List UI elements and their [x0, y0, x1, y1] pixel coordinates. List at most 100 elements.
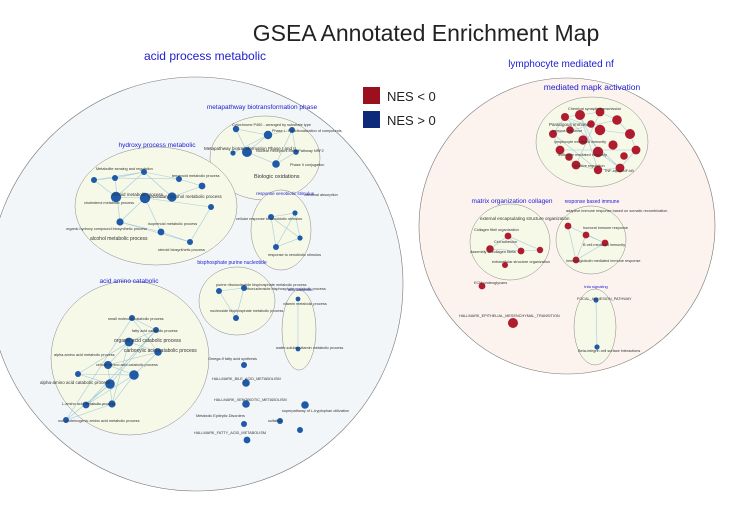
- node[interactable]: [561, 113, 569, 121]
- node[interactable]: [631, 145, 641, 155]
- node[interactable]: [63, 417, 69, 423]
- node[interactable]: [82, 401, 90, 409]
- node[interactable]: [575, 110, 585, 120]
- node[interactable]: [297, 235, 303, 241]
- node[interactable]: [289, 127, 295, 133]
- node[interactable]: [571, 160, 581, 170]
- node[interactable]: [504, 232, 512, 240]
- node[interactable]: [615, 163, 625, 173]
- node[interactable]: [241, 285, 247, 291]
- group-left-circle[interactable]: [0, 76, 404, 492]
- node[interactable]: [154, 348, 162, 356]
- cluster-catabolic-small-circle[interactable]: [281, 289, 317, 371]
- node[interactable]: [91, 177, 97, 183]
- node[interactable]: [110, 191, 122, 203]
- node[interactable]: [582, 231, 590, 239]
- cluster-tnfa-circle[interactable]: [573, 288, 617, 366]
- node[interactable]: [187, 239, 193, 245]
- node[interactable]: [273, 244, 279, 250]
- node[interactable]: [272, 160, 280, 168]
- node[interactable]: [478, 282, 486, 290]
- node[interactable]: [565, 153, 573, 161]
- node[interactable]: [208, 204, 214, 210]
- node[interactable]: [167, 192, 177, 202]
- node[interactable]: [153, 327, 159, 333]
- node[interactable]: [587, 120, 595, 128]
- node[interactable]: [594, 344, 600, 350]
- cluster-collagen-circle[interactable]: [469, 203, 551, 281]
- node[interactable]: [549, 130, 557, 138]
- node[interactable]: [536, 246, 544, 254]
- node[interactable]: [295, 346, 301, 352]
- node[interactable]: [242, 379, 250, 387]
- node[interactable]: [578, 135, 588, 145]
- node[interactable]: [198, 182, 206, 190]
- node[interactable]: [293, 149, 299, 155]
- group-left-label: acid process metabolic: [144, 49, 266, 63]
- cluster-label-mapk: mediated mapk activation: [544, 82, 641, 92]
- node[interactable]: [564, 222, 572, 230]
- node-label: HALLMARK_XENOBIOTIC_METABOLISM: [214, 398, 287, 402]
- node[interactable]: [572, 256, 580, 264]
- node[interactable]: [108, 400, 116, 408]
- node[interactable]: [612, 115, 622, 125]
- node[interactable]: [104, 361, 112, 369]
- node[interactable]: [242, 400, 250, 408]
- node[interactable]: [176, 176, 182, 182]
- node[interactable]: [230, 150, 236, 156]
- node[interactable]: [594, 124, 606, 136]
- node[interactable]: [620, 152, 628, 160]
- node[interactable]: [486, 245, 494, 253]
- node[interactable]: [129, 315, 135, 321]
- node-label: adaptive immune response based on somati…: [566, 209, 667, 213]
- legend: NES < 0 NES > 0: [363, 87, 436, 128]
- node[interactable]: [601, 239, 609, 247]
- node[interactable]: [508, 318, 518, 328]
- node-label: Metapathway biotransformation Phase I an…: [204, 146, 296, 151]
- node[interactable]: [555, 145, 565, 155]
- node[interactable]: [116, 218, 124, 226]
- node[interactable]: [625, 129, 635, 139]
- node[interactable]: [593, 165, 603, 175]
- legend-label-positive: NES > 0: [387, 113, 436, 128]
- node[interactable]: [566, 126, 574, 134]
- node[interactable]: [157, 228, 165, 236]
- cluster-immune-circle[interactable]: [555, 205, 627, 275]
- node[interactable]: [592, 146, 604, 158]
- cluster-xenobiotic-circle[interactable]: [250, 189, 312, 271]
- node[interactable]: [292, 210, 298, 216]
- cluster-label-xenobiotic: response xenobiotic stimulus: [256, 191, 315, 196]
- cluster-bisphosphate-circle[interactable]: [198, 266, 276, 336]
- node[interactable]: [593, 297, 599, 303]
- node[interactable]: [608, 140, 618, 150]
- node[interactable]: [277, 418, 283, 424]
- node[interactable]: [243, 436, 251, 444]
- node[interactable]: [241, 362, 247, 368]
- cluster-label-metapathway: metapathway biotransformation phase: [207, 104, 318, 111]
- node[interactable]: [263, 130, 273, 140]
- node[interactable]: [242, 147, 252, 157]
- node[interactable]: [75, 371, 81, 377]
- node-label: sulfation: [268, 419, 282, 423]
- node[interactable]: [129, 370, 139, 380]
- node[interactable]: [297, 427, 303, 433]
- node[interactable]: [232, 125, 240, 133]
- node[interactable]: [595, 107, 605, 117]
- map-title: GSEA Annotated Enrichment Map: [253, 20, 599, 46]
- node[interactable]: [295, 296, 301, 302]
- node[interactable]: [105, 379, 115, 389]
- node[interactable]: [517, 247, 525, 255]
- node[interactable]: [139, 192, 151, 204]
- node-label: Collagen fibril organization: [474, 228, 519, 232]
- node[interactable]: [216, 288, 222, 294]
- node[interactable]: [112, 175, 118, 181]
- node[interactable]: [141, 169, 147, 175]
- cluster-label-collagen: matrix organization collagen: [472, 198, 553, 205]
- node[interactable]: [502, 262, 508, 268]
- node[interactable]: [241, 421, 247, 427]
- node[interactable]: [268, 214, 274, 220]
- node[interactable]: [301, 401, 309, 409]
- node[interactable]: [124, 337, 134, 347]
- node[interactable]: [233, 315, 239, 321]
